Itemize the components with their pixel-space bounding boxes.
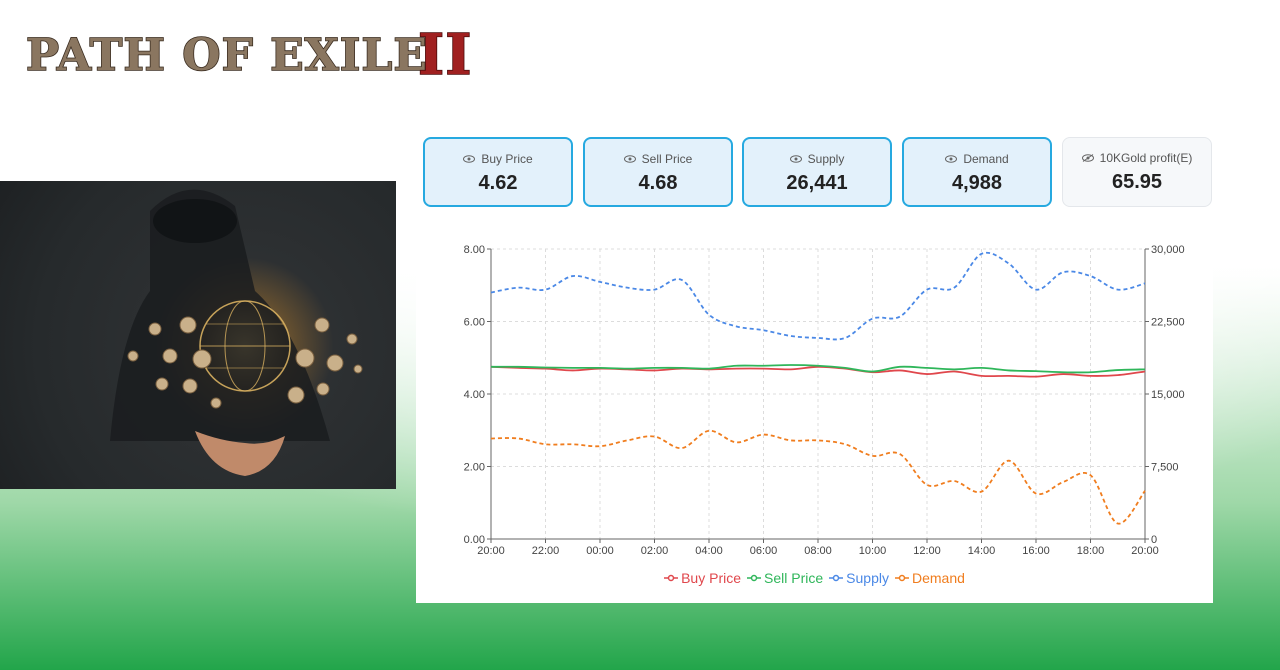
eye-icon: [789, 155, 802, 163]
legend-marker-icon: [894, 574, 909, 582]
stat-card-gold-profit[interactable]: 10KGold profit(E) 65.95: [1062, 137, 1212, 207]
stat-value: 4.62: [478, 172, 518, 194]
logo-roman-numeral: II: [418, 22, 472, 86]
stat-label: Demand: [963, 152, 1009, 166]
globe-icon: [199, 300, 291, 392]
series-line-sell-price: [490, 364, 1146, 374]
price-chart: 0.00 0 2.00 7,500 4.00 15,000 6.00 22,500 8.00 30…: [464, 244, 1185, 557]
x-tick-label: 20:00: [1131, 545, 1159, 557]
y-left-tick-label: 2.00: [464, 462, 485, 474]
legend-item-sell-price[interactable]: Sell Price: [747, 570, 823, 586]
y-right-tick-label: 15,000: [1151, 389, 1185, 401]
stat-label: Sell Price: [641, 152, 693, 166]
y-right-tick-label: 30,000: [1151, 244, 1185, 256]
legend-item-supply[interactable]: Supply: [829, 570, 889, 586]
x-tick-label: 22:00: [532, 545, 560, 557]
chart-lines: [490, 251, 1146, 525]
price-panel: Buy Price 4.62 Sell Price 4.68 Supply 26…: [416, 122, 1213, 603]
stat-value: 4,988: [951, 172, 1003, 194]
eye-icon: [945, 155, 958, 163]
stat-value: 65.95: [1111, 171, 1163, 193]
y-left-tick-label: 4.00: [464, 389, 485, 401]
y-left-tick-label: 6.00: [464, 317, 485, 329]
open-hand: [195, 431, 285, 476]
x-tick-label: 06:00: [750, 545, 778, 557]
eye-icon: [623, 155, 636, 163]
stat-card-supply[interactable]: Supply 26,441: [742, 137, 892, 207]
stat-card-buy-price[interactable]: Buy Price 4.62: [423, 137, 573, 207]
eye-off-icon: [1081, 154, 1094, 162]
legend-marker-icon: [747, 574, 762, 582]
y-right-tick-label: 7,500: [1151, 462, 1179, 474]
chart-grid: [490, 248, 1146, 540]
y-left-tick-label: 0.00: [464, 534, 485, 546]
x-tick-label: 00:00: [586, 545, 614, 557]
legend-label: Demand: [911, 570, 965, 586]
x-tick-label: 18:00: [1077, 545, 1105, 557]
legend-item-demand[interactable]: Demand: [894, 570, 965, 586]
legend-label: Buy Price: [681, 570, 742, 586]
stat-label: Supply: [807, 152, 845, 166]
x-tick-label: 02:00: [641, 545, 669, 557]
chart-legend: Buy Price Sell Price Supply Demand: [416, 569, 1213, 586]
y-right-tick-label: 22,500: [1151, 317, 1185, 329]
logo-text: PATH OF EXILE: [26, 30, 428, 81]
stat-card-sell-price[interactable]: Sell Price 4.68: [583, 137, 733, 207]
x-tick-label: 16:00: [1022, 545, 1050, 557]
stat-label: 10KGold profit(E): [1099, 151, 1193, 165]
y-right-tick-label: 0: [1151, 534, 1157, 546]
coins-cluster: [127, 316, 363, 409]
series-line-supply: [490, 251, 1146, 341]
x-tick-label: 10:00: [859, 545, 887, 557]
hooded-figure: [110, 189, 330, 441]
stat-card-demand[interactable]: Demand 4,988: [902, 137, 1052, 207]
hero-image: [0, 181, 396, 489]
x-tick-label: 08:00: [804, 545, 832, 557]
x-tick-label: 20:00: [477, 545, 505, 557]
legend-label: Sell Price: [764, 570, 824, 586]
series-line-demand: [490, 429, 1146, 525]
x-tick-label: 04:00: [695, 545, 723, 557]
legend-item-buy-price[interactable]: Buy Price: [664, 570, 741, 586]
legend-marker-icon: [664, 574, 679, 582]
stat-value: 4.68: [638, 172, 678, 194]
legend-marker-icon: [829, 574, 844, 582]
game-logo: PATH OF EXILE II: [25, 16, 474, 89]
eye-icon: [463, 155, 476, 163]
x-tick-label: 14:00: [968, 545, 996, 557]
stat-label: Buy Price: [481, 152, 533, 166]
chart-axes: 0.00 0 2.00 7,500 4.00 15,000 6.00 22,500 8.00 30…: [464, 244, 1185, 557]
y-left-tick-label: 8.00: [464, 244, 485, 256]
stat-value: 26,441: [786, 172, 848, 194]
x-tick-label: 12:00: [913, 545, 941, 557]
legend-label: Supply: [846, 570, 889, 586]
